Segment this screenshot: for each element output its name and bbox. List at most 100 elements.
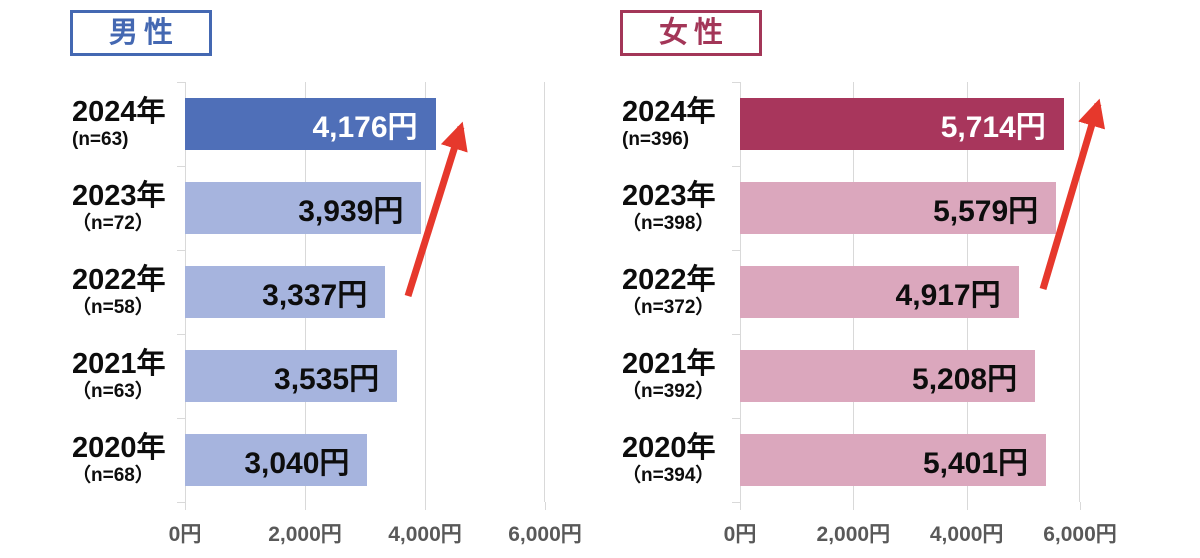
chart-title-box-female: 女性	[620, 10, 762, 56]
category-axis-tick	[732, 334, 740, 335]
bar-track: 4,917円	[740, 250, 1080, 334]
year-label: 2024年	[622, 95, 716, 128]
value-bar: 5,714円	[740, 98, 1064, 150]
bar-row: 2023年 （n=398） 5,579円	[610, 166, 1130, 250]
sample-size-label: （n=392）	[622, 381, 715, 403]
x-axis-label: 2,000円	[816, 523, 891, 546]
bar-track: 5,579円	[740, 166, 1080, 250]
row-label: 2024年 (n=63)	[60, 96, 185, 152]
x-axis-tick	[185, 502, 186, 510]
category-axis-tick	[177, 502, 185, 503]
bar-row: 2020年 （n=394） 5,401円	[610, 418, 1130, 502]
sample-size-label: （n=398）	[622, 213, 715, 235]
year-label: 2022年	[72, 263, 166, 296]
sample-size-label: （n=72）	[72, 213, 154, 235]
x-axis-tick	[740, 502, 741, 510]
x-axis-tick	[1080, 502, 1081, 510]
category-axis-tick	[732, 250, 740, 251]
sample-size-label: (n=396)	[622, 129, 690, 151]
bar-row: 2021年 （n=392） 5,208円	[610, 334, 1130, 418]
bar-row: 2024年 (n=63) 4,176円	[60, 82, 580, 166]
value-label: 3,939円	[298, 195, 404, 228]
row-label: 2023年 （n=398）	[610, 180, 740, 236]
year-label: 2023年	[622, 179, 716, 212]
x-axis-label: 0円	[168, 523, 202, 546]
bar-track: 3,939円	[185, 166, 545, 250]
bar-track: 4,176円	[185, 82, 545, 166]
value-bar: 5,579円	[740, 182, 1057, 234]
bar-track: 5,714円	[740, 82, 1080, 166]
bar-rows: 2024年 (n=396) 5,714円 2023年 （n=398） 5,579…	[610, 82, 1130, 502]
row-label: 2020年 （n=68）	[60, 432, 185, 488]
plot-area-female: 2024年 (n=396) 5,714円 2023年 （n=398） 5,579…	[610, 82, 1130, 503]
year-label: 2022年	[622, 263, 716, 296]
bar-rows: 2024年 (n=63) 4,176円 2023年 （n=72） 3,939円 …	[60, 82, 580, 502]
sample-size-label: （n=372）	[622, 297, 715, 319]
year-label: 2023年	[72, 179, 166, 212]
value-label: 5,714円	[940, 111, 1046, 144]
chart-title-male: 男性	[108, 16, 179, 49]
row-label: 2020年 （n=394）	[610, 432, 740, 488]
bar-track: 3,337円	[185, 250, 545, 334]
sample-size-label: （n=58）	[72, 297, 154, 319]
x-axis-tick	[966, 502, 968, 510]
gridline	[1079, 82, 1080, 502]
sample-size-label: (n=63)	[72, 129, 129, 151]
sample-size-label: （n=63）	[72, 381, 154, 403]
x-axis-label: 4,000円	[929, 523, 1004, 546]
x-axis-label: 0円	[723, 523, 757, 546]
value-bar: 4,917円	[740, 266, 1019, 318]
value-bar: 3,337円	[185, 266, 386, 318]
category-axis-tick	[732, 418, 740, 419]
x-axis-female: 0円 2,000円 4,000円 6,000円	[724, 502, 1117, 558]
value-label: 4,176円	[312, 111, 418, 144]
category-axis-tick	[177, 418, 185, 419]
category-axis-tick	[177, 82, 185, 83]
value-label: 3,040円	[244, 447, 350, 480]
chart-male: 男性 2024年 (n=63) 4,176円 2023年 （n=72） 3,93…	[60, 10, 582, 550]
value-bar: 3,535円	[185, 350, 398, 402]
year-label: 2021年	[622, 347, 716, 380]
row-label: 2022年 （n=372）	[610, 264, 740, 320]
x-axis-label: 2,000円	[268, 523, 342, 546]
category-axis-tick	[177, 166, 185, 167]
x-axis-tick	[853, 502, 855, 510]
x-axis-male: 0円 2,000円 4,000円 6,000円	[169, 502, 582, 558]
x-axis-label: 6,000円	[508, 523, 582, 546]
value-label: 5,208円	[912, 363, 1018, 396]
value-bar: 5,208円	[740, 350, 1036, 402]
year-label: 2020年	[622, 431, 716, 464]
value-label: 3,535円	[274, 363, 380, 396]
x-axis-label: 6,000円	[1043, 523, 1117, 546]
value-label: 3,337円	[262, 279, 368, 312]
bar-track: 3,535円	[185, 334, 545, 418]
x-axis-label: 4,000円	[388, 523, 462, 546]
bar-row: 2022年 （n=372） 4,917円	[610, 250, 1130, 334]
plot-area-male: 2024年 (n=63) 4,176円 2023年 （n=72） 3,939円 …	[60, 82, 580, 503]
chart-title-female: 女性	[658, 16, 729, 49]
category-axis-tick	[177, 334, 185, 335]
value-label: 5,579円	[933, 195, 1039, 228]
value-bar: 4,176円	[185, 98, 436, 150]
bar-row: 2020年 （n=68） 3,040円	[60, 418, 580, 502]
category-axis-tick	[732, 502, 740, 503]
bar-row: 2023年 （n=72） 3,939円	[60, 166, 580, 250]
gridline	[544, 82, 545, 502]
x-axis-tick	[545, 502, 546, 510]
bar-row: 2024年 (n=396) 5,714円	[610, 82, 1130, 166]
x-axis-tick	[305, 502, 306, 510]
value-bar: 3,040円	[185, 434, 368, 486]
row-label: 2024年 (n=396)	[610, 96, 740, 152]
category-axis-tick	[732, 82, 740, 83]
year-label: 2021年	[72, 347, 166, 380]
row-label: 2021年 （n=392）	[610, 348, 740, 404]
bar-track: 3,040円	[185, 418, 545, 502]
sample-size-label: （n=68）	[72, 465, 154, 487]
category-axis-tick	[177, 250, 185, 251]
chart-title-box-male: 男性	[70, 10, 212, 56]
category-axis-tick	[732, 166, 740, 167]
row-label: 2021年 （n=63）	[60, 348, 185, 404]
bar-track: 5,208円	[740, 334, 1080, 418]
year-label: 2020年	[72, 431, 166, 464]
